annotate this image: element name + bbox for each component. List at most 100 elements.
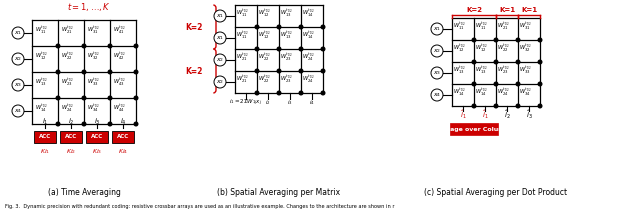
Circle shape — [108, 44, 112, 48]
Text: $W_{32}^{t_{1/2}}$: $W_{32}^{t_{1/2}}$ — [519, 43, 532, 55]
Text: $W_{34}^{t_{1/2}}$: $W_{34}^{t_{1/2}}$ — [86, 103, 100, 114]
FancyBboxPatch shape — [86, 131, 108, 143]
Circle shape — [12, 79, 24, 91]
Circle shape — [56, 70, 60, 74]
Circle shape — [472, 82, 476, 86]
Text: $x_3$: $x_3$ — [433, 69, 441, 77]
Circle shape — [277, 25, 281, 29]
Text: $W_{11}^{t_{1/2}}$: $W_{11}^{t_{1/2}}$ — [236, 30, 249, 42]
Circle shape — [12, 105, 24, 117]
Text: $W_{22}^{t_{1/2}}$: $W_{22}^{t_{1/2}}$ — [259, 74, 271, 85]
Text: $W_{21}^{t_{1/2}}$: $W_{21}^{t_{1/2}}$ — [497, 21, 510, 33]
Text: $i_4$: $i_4$ — [120, 117, 126, 127]
Text: $W_{12}^{t_{1/2}}$: $W_{12}^{t_{1/2}}$ — [259, 30, 271, 42]
Circle shape — [300, 47, 303, 51]
Text: $\hat{i}_2$: $\hat{i}_2$ — [504, 109, 510, 121]
Circle shape — [321, 47, 325, 51]
Circle shape — [321, 69, 325, 73]
Text: $x_2$: $x_2$ — [14, 55, 22, 63]
Text: (b) Spatial Averaging per Matrix: (b) Spatial Averaging per Matrix — [218, 188, 340, 197]
Text: $W_{12}^{t_{1/2}}$: $W_{12}^{t_{1/2}}$ — [35, 51, 47, 62]
Circle shape — [255, 69, 259, 73]
Circle shape — [431, 23, 443, 35]
Circle shape — [214, 32, 226, 44]
Circle shape — [12, 53, 24, 65]
Text: $i_1$: $i_1$ — [42, 117, 48, 127]
Text: $t = 1, \ldots, K$: $t = 1, \ldots, K$ — [67, 1, 111, 13]
Text: $W_{21}^{t_{1/2}}$: $W_{21}^{t_{1/2}}$ — [236, 52, 249, 63]
Circle shape — [516, 82, 520, 86]
Text: $\hat{i}_1$: $\hat{i}_1$ — [460, 109, 467, 121]
Text: $i_2$: $i_2$ — [265, 99, 271, 107]
Text: $W_{14}^{t_{1/2}}$: $W_{14}^{t_{1/2}}$ — [476, 87, 488, 98]
Text: $W_{32}^{t_{1/2}}$: $W_{32}^{t_{1/2}}$ — [86, 51, 100, 62]
Text: $W_{24}^{t_{1/2}}$: $W_{24}^{t_{1/2}}$ — [61, 103, 74, 114]
Text: $W_{22}^{t_{1/2}}$: $W_{22}^{t_{1/2}}$ — [259, 52, 271, 63]
Text: ACC: ACC — [117, 134, 129, 140]
Circle shape — [516, 104, 520, 108]
Text: $x_2$: $x_2$ — [433, 47, 441, 55]
Text: $W_{22}^{t_{1/2}}$: $W_{22}^{t_{1/2}}$ — [497, 43, 510, 55]
Text: Average over Columns: Average over Columns — [435, 127, 513, 131]
Circle shape — [82, 44, 86, 48]
Text: $W_{33}^{t_{1/2}}$: $W_{33}^{t_{1/2}}$ — [86, 77, 100, 88]
Text: $W_{11}^{t_{1/2}}$: $W_{11}^{t_{1/2}}$ — [35, 25, 47, 36]
Text: $W_{41}^{t_{1/2}}$: $W_{41}^{t_{1/2}}$ — [113, 25, 125, 36]
Circle shape — [494, 82, 498, 86]
Text: $i_1=2\Sigma W_{1j}x_j$: $i_1=2\Sigma W_{1j}x_j$ — [229, 98, 262, 108]
Text: $W_{13}^{t_{1/2}}$: $W_{13}^{t_{1/2}}$ — [476, 65, 488, 76]
Circle shape — [82, 96, 86, 100]
Text: $W_{11}^{t_{1/2}}$: $W_{11}^{t_{1/2}}$ — [476, 21, 488, 33]
Circle shape — [321, 25, 325, 29]
Text: $W_{13}^{t_{1/2}}$: $W_{13}^{t_{1/2}}$ — [453, 65, 466, 76]
Circle shape — [255, 25, 259, 29]
Text: $W_{31}^{t_{1/2}}$: $W_{31}^{t_{1/2}}$ — [519, 21, 532, 33]
Circle shape — [134, 70, 138, 74]
Text: ACC: ACC — [39, 134, 51, 140]
Text: $\hat{i}_3$: $\hat{i}_3$ — [525, 109, 532, 121]
Text: $W_{43}^{t_{1/2}}$: $W_{43}^{t_{1/2}}$ — [113, 77, 125, 88]
Circle shape — [472, 60, 476, 64]
Circle shape — [82, 70, 86, 74]
Circle shape — [108, 122, 112, 126]
Text: $x_1$: $x_1$ — [216, 34, 224, 42]
Text: $x_2$: $x_2$ — [216, 78, 224, 86]
Text: $W_{23}^{t_{1/2}}$: $W_{23}^{t_{1/2}}$ — [497, 65, 510, 76]
Text: $W_{14}^{t_{1/2}}$: $W_{14}^{t_{1/2}}$ — [35, 103, 47, 114]
Circle shape — [214, 10, 226, 22]
Text: K=2: K=2 — [466, 7, 482, 13]
Text: $W_{21}^{t_{1/2}}$: $W_{21}^{t_{1/2}}$ — [61, 25, 74, 36]
Circle shape — [494, 104, 498, 108]
Text: $x_3$: $x_3$ — [14, 81, 22, 89]
Circle shape — [431, 67, 443, 79]
Circle shape — [108, 96, 112, 100]
Text: $W_{44}^{t_{1/2}}$: $W_{44}^{t_{1/2}}$ — [113, 103, 125, 114]
Text: $W_{12}^{t_{1/2}}$: $W_{12}^{t_{1/2}}$ — [259, 8, 271, 20]
Text: K=1: K=1 — [521, 7, 537, 13]
Circle shape — [108, 70, 112, 74]
FancyBboxPatch shape — [34, 131, 56, 143]
Circle shape — [494, 38, 498, 42]
Circle shape — [82, 122, 86, 126]
Text: $x_4$: $x_4$ — [433, 91, 441, 99]
Text: $W_{31}^{t_{1/2}}$: $W_{31}^{t_{1/2}}$ — [86, 25, 100, 36]
Circle shape — [134, 122, 138, 126]
Text: $Ki_4$: $Ki_4$ — [118, 147, 128, 156]
Text: (c) Spatial Averaging per Dot Product: (c) Spatial Averaging per Dot Product — [424, 188, 568, 197]
Text: $x_1$: $x_1$ — [14, 29, 22, 37]
Text: $W_{23}^{t_{1/2}}$: $W_{23}^{t_{1/2}}$ — [280, 74, 293, 85]
Text: $x_4$: $x_4$ — [14, 107, 22, 115]
Circle shape — [214, 54, 226, 66]
Circle shape — [538, 104, 542, 108]
Text: $W_{12}^{t_{1/2}}$: $W_{12}^{t_{1/2}}$ — [476, 43, 488, 55]
Circle shape — [277, 47, 281, 51]
Circle shape — [431, 89, 443, 101]
Text: $i_3$: $i_3$ — [287, 99, 293, 107]
Text: $W_{33}^{t_{1/2}}$: $W_{33}^{t_{1/2}}$ — [519, 65, 532, 76]
Text: $\hat{i}_1$: $\hat{i}_1$ — [482, 109, 488, 121]
Circle shape — [255, 91, 259, 95]
Text: $W_{23}^{t_{1/2}}$: $W_{23}^{t_{1/2}}$ — [280, 52, 293, 63]
Text: $x_2$: $x_2$ — [216, 56, 224, 64]
Text: $W_{14}^{t_{1/2}}$: $W_{14}^{t_{1/2}}$ — [302, 8, 315, 20]
Text: $W_{14}^{t_{1/2}}$: $W_{14}^{t_{1/2}}$ — [453, 87, 466, 98]
